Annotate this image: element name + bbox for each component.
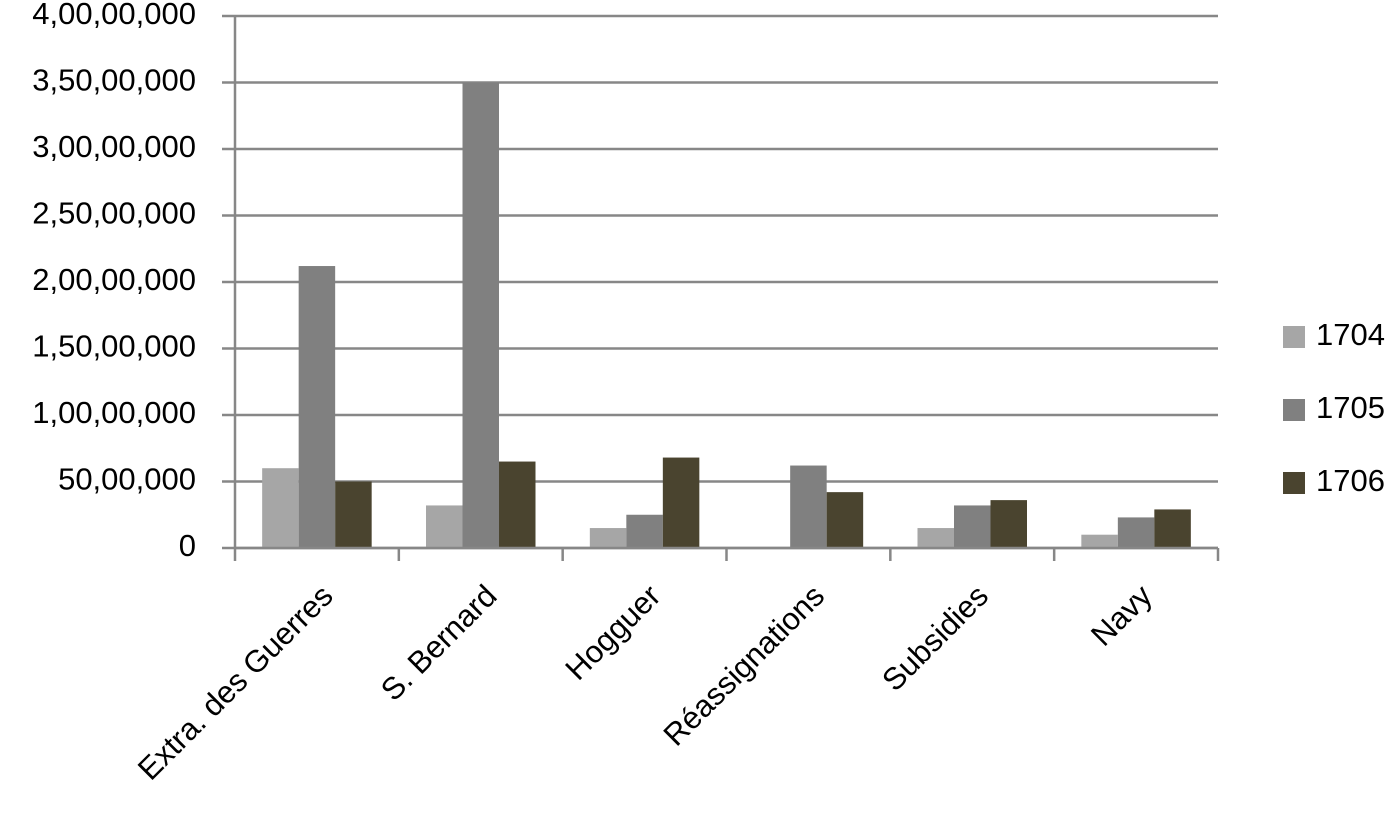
y-tick-label: 3,50,00,000 [32,63,196,98]
x-tick-label: Extra. des Guerres [131,578,340,787]
y-tick-label: 0 [179,528,196,563]
y-tick-label: 3,00,00,000 [32,129,196,164]
bar [262,468,299,548]
legend-label: 1705 [1316,390,1385,425]
y-tick-label: 1,50,00,000 [32,329,196,364]
bar [1081,534,1118,548]
bar [462,82,499,548]
bar [589,528,627,548]
bar [499,461,536,548]
bar [790,465,827,548]
y-tick-label: 50,00,000 [58,462,196,497]
bar [298,266,336,548]
y-tick-label: 1,00,00,000 [32,395,196,430]
bar [954,505,991,548]
x-tick-label: Navy [1084,578,1159,653]
x-tick-label: Hogguer [558,578,667,687]
x-tick-label: S. Bernard [374,578,504,708]
bar [1117,517,1155,548]
legend-swatch [1283,399,1305,421]
y-tick-label: 2,00,00,000 [32,262,196,297]
bar [426,505,463,548]
legend-swatch [1283,472,1305,494]
bar [335,481,372,548]
bar [826,492,864,548]
legend-label: 1706 [1316,463,1385,498]
bar [626,514,663,548]
bar [662,457,700,548]
y-tick-label: 2,50,00,000 [32,196,196,231]
bar [917,528,954,548]
x-tick-label: Subsidies [875,578,995,698]
x-tick-label: Réassignations [657,578,832,753]
legend-label: 1704 [1316,317,1385,352]
bar [990,500,1027,548]
bar [1154,509,1191,548]
y-tick-label: 4,00,00,000 [32,0,196,31]
legend-swatch [1283,326,1305,348]
